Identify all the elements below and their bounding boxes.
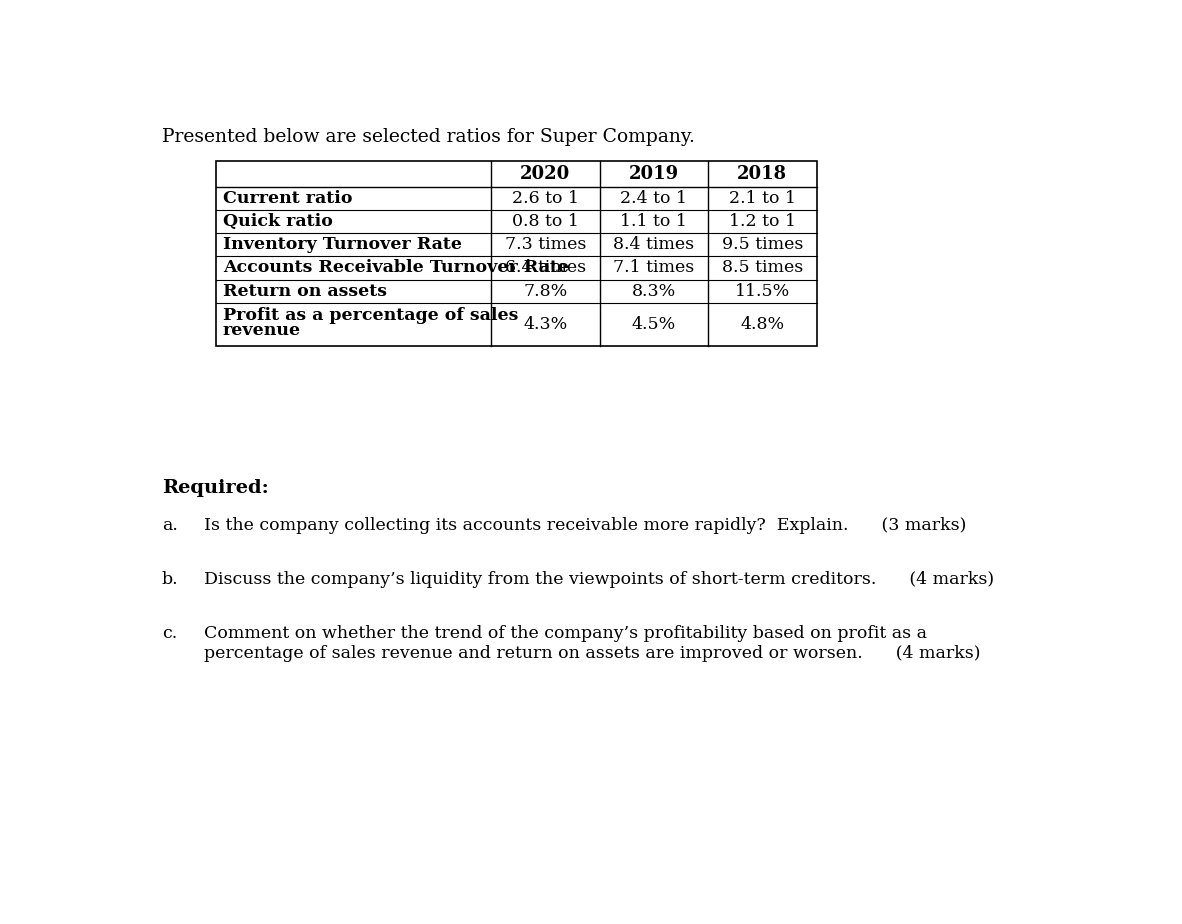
Text: 2019: 2019 xyxy=(629,165,678,183)
Text: 8.4 times: 8.4 times xyxy=(613,237,694,253)
Text: 4.5%: 4.5% xyxy=(631,316,676,333)
Text: 11.5%: 11.5% xyxy=(735,283,790,299)
Text: 2.6 to 1: 2.6 to 1 xyxy=(512,190,579,207)
Text: c.: c. xyxy=(162,626,177,642)
Text: Inventory Turnover Rate: Inventory Turnover Rate xyxy=(223,237,462,253)
Text: 6.4 times: 6.4 times xyxy=(505,260,586,276)
Text: 2020: 2020 xyxy=(520,165,571,183)
Text: Required:: Required: xyxy=(162,479,268,497)
Text: 4.8%: 4.8% xyxy=(740,316,785,333)
Text: b.: b. xyxy=(162,571,178,589)
Text: 2.4 to 1: 2.4 to 1 xyxy=(621,190,687,207)
Text: Comment on whether the trend of the company’s profitability based on profit as a: Comment on whether the trend of the comp… xyxy=(203,626,927,642)
Text: 7.1 times: 7.1 times xyxy=(613,260,695,276)
Text: Current ratio: Current ratio xyxy=(223,190,352,207)
Text: 7.8%: 7.8% xyxy=(524,283,567,299)
Text: 1.1 to 1: 1.1 to 1 xyxy=(621,213,687,230)
Text: a.: a. xyxy=(162,517,177,534)
Text: 7.3 times: 7.3 times xyxy=(505,237,586,253)
Text: Quick ratio: Quick ratio xyxy=(223,213,333,230)
Text: 9.5 times: 9.5 times xyxy=(722,237,803,253)
Bar xyxy=(216,161,817,346)
Text: 2.1 to 1: 2.1 to 1 xyxy=(729,190,795,207)
Text: 4.3%: 4.3% xyxy=(524,316,567,333)
Text: 0.8 to 1: 0.8 to 1 xyxy=(512,213,579,230)
Text: percentage of sales revenue and return on assets are improved or worsen.      (4: percentage of sales revenue and return o… xyxy=(203,645,980,663)
Text: 1.2 to 1: 1.2 to 1 xyxy=(729,213,795,230)
Text: 2018: 2018 xyxy=(738,165,787,183)
Text: revenue: revenue xyxy=(223,322,301,339)
Text: Is the company collecting its accounts receivable more rapidly?  Explain.      (: Is the company collecting its accounts r… xyxy=(203,517,966,534)
Text: Presented below are selected ratios for Super Company.: Presented below are selected ratios for … xyxy=(162,128,695,146)
Text: Accounts Receivable Turnover Rate: Accounts Receivable Turnover Rate xyxy=(223,260,569,276)
Text: Return on assets: Return on assets xyxy=(223,283,387,299)
Text: 8.3%: 8.3% xyxy=(631,283,676,299)
Text: Discuss the company’s liquidity from the viewpoints of short-term creditors.    : Discuss the company’s liquidity from the… xyxy=(203,571,994,589)
Text: Profit as a percentage of sales: Profit as a percentage of sales xyxy=(223,307,518,324)
Text: 8.5 times: 8.5 times xyxy=(722,260,803,276)
